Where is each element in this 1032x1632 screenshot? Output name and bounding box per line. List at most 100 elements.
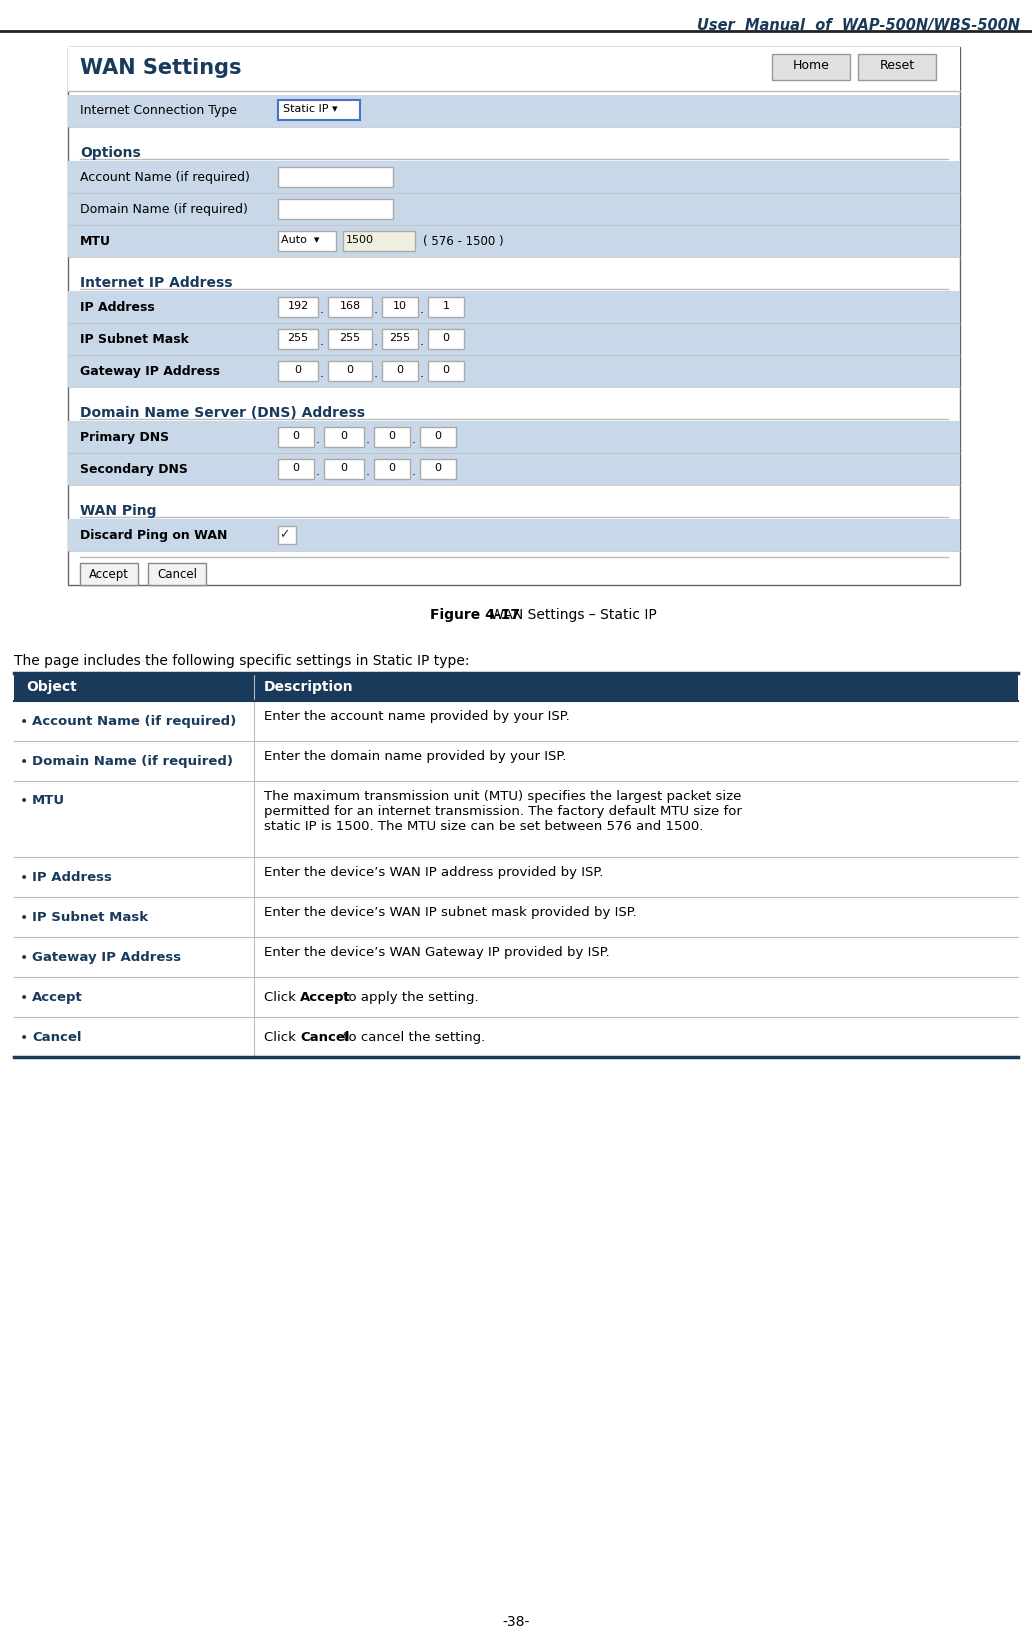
Bar: [278, 101, 360, 121]
Text: .: .: [316, 465, 320, 478]
Bar: [858, 55, 936, 82]
Text: 168: 168: [340, 300, 360, 310]
Text: 192: 192: [287, 300, 309, 310]
Text: .: .: [366, 465, 370, 478]
Bar: [374, 460, 410, 480]
Bar: [374, 428, 410, 447]
Text: .: .: [374, 367, 378, 380]
Bar: [68, 454, 960, 486]
Text: Object: Object: [26, 679, 76, 694]
Bar: [68, 421, 960, 454]
Text: .: .: [420, 304, 424, 317]
Bar: [343, 232, 415, 251]
Text: .: .: [320, 304, 324, 317]
Text: 0: 0: [341, 463, 348, 473]
Bar: [772, 55, 850, 82]
Text: 0: 0: [443, 333, 450, 343]
Text: •: •: [20, 1030, 28, 1044]
Text: Domain Name (if required): Domain Name (if required): [32, 754, 233, 767]
Text: 255: 255: [288, 333, 309, 343]
Text: Domain Name Server (DNS) Address: Domain Name Server (DNS) Address: [80, 406, 365, 419]
Text: Cancel: Cancel: [300, 1030, 350, 1043]
Text: 255: 255: [389, 333, 411, 343]
Text: .: .: [374, 335, 378, 348]
Text: .: .: [320, 367, 324, 380]
Text: Enter the device’s WAN Gateway IP provided by ISP.: Enter the device’s WAN Gateway IP provid…: [264, 945, 610, 958]
Bar: [68, 96, 960, 127]
Text: Gateway IP Address: Gateway IP Address: [80, 366, 220, 377]
Text: 0: 0: [341, 431, 348, 441]
Text: Options: Options: [80, 145, 140, 160]
Text: .: .: [420, 367, 424, 380]
Text: 0: 0: [388, 463, 395, 473]
Bar: [324, 428, 364, 447]
Text: Gateway IP Address: Gateway IP Address: [32, 950, 182, 963]
Bar: [278, 428, 314, 447]
Bar: [68, 47, 960, 586]
Text: •: •: [20, 754, 28, 769]
Bar: [14, 674, 1018, 702]
Bar: [382, 330, 418, 349]
Text: Click: Click: [264, 991, 300, 1004]
Text: 10: 10: [393, 300, 407, 310]
Text: •: •: [20, 911, 28, 924]
Text: static IP is 1500. The MTU size can be set between 576 and 1500.: static IP is 1500. The MTU size can be s…: [264, 819, 704, 832]
Bar: [14, 937, 1018, 978]
Text: IP Subnet Mask: IP Subnet Mask: [32, 911, 149, 924]
Bar: [14, 898, 1018, 937]
Text: 0: 0: [434, 431, 442, 441]
Bar: [428, 362, 464, 382]
Text: Primary DNS: Primary DNS: [80, 431, 169, 444]
Bar: [428, 297, 464, 318]
Text: •: •: [20, 991, 28, 1004]
Bar: [68, 47, 960, 91]
Text: .: .: [320, 335, 324, 348]
Text: WAN Settings – Static IP: WAN Settings – Static IP: [486, 607, 656, 622]
Text: 1500: 1500: [346, 235, 374, 245]
Text: The page includes the following specific settings in Static IP type:: The page includes the following specific…: [14, 653, 470, 667]
Bar: [278, 362, 318, 382]
Text: ✓: ✓: [279, 527, 290, 540]
Text: 0: 0: [396, 366, 404, 375]
Text: MTU: MTU: [80, 235, 111, 248]
Text: MTU: MTU: [32, 793, 65, 806]
Text: Accept: Accept: [89, 568, 129, 581]
Text: Account Name (if required): Account Name (if required): [32, 715, 236, 728]
Text: Figure 4-17: Figure 4-17: [430, 607, 520, 622]
Text: •: •: [20, 950, 28, 965]
Text: Reset: Reset: [879, 59, 914, 72]
Bar: [14, 978, 1018, 1017]
Text: Discard Ping on WAN: Discard Ping on WAN: [80, 529, 227, 542]
Text: Accept: Accept: [32, 991, 83, 1004]
Bar: [68, 519, 960, 552]
Text: WAN Ping: WAN Ping: [80, 504, 157, 517]
Text: 0: 0: [443, 366, 450, 375]
Text: IP Subnet Mask: IP Subnet Mask: [80, 333, 189, 346]
Text: 255: 255: [340, 333, 360, 343]
Text: .: .: [366, 432, 370, 446]
Text: Enter the account name provided by your ISP.: Enter the account name provided by your …: [264, 710, 570, 723]
Bar: [382, 362, 418, 382]
Text: Domain Name (if required): Domain Name (if required): [80, 202, 248, 215]
Bar: [328, 330, 372, 349]
Bar: [278, 460, 314, 480]
Bar: [14, 857, 1018, 898]
Bar: [14, 741, 1018, 782]
Text: •: •: [20, 793, 28, 808]
Bar: [148, 563, 206, 586]
Text: Internet IP Address: Internet IP Address: [80, 276, 232, 290]
Text: User  Manual  of  WAP-500N/WBS-500N: User Manual of WAP-500N/WBS-500N: [697, 18, 1020, 33]
Text: Click: Click: [264, 1030, 300, 1043]
Text: Enter the device’s WAN IP address provided by ISP.: Enter the device’s WAN IP address provid…: [264, 865, 604, 878]
Text: IP Address: IP Address: [32, 870, 111, 883]
Bar: [278, 527, 296, 545]
Text: 0: 0: [347, 366, 354, 375]
Text: to apply the setting.: to apply the setting.: [338, 991, 479, 1004]
Bar: [14, 782, 1018, 857]
Text: Enter the device’s WAN IP subnet mask provided by ISP.: Enter the device’s WAN IP subnet mask pr…: [264, 906, 637, 919]
Text: 1: 1: [443, 300, 450, 310]
Text: .: .: [412, 432, 416, 446]
Text: The maximum transmission unit (MTU) specifies the largest packet size: The maximum transmission unit (MTU) spec…: [264, 790, 741, 803]
Bar: [68, 194, 960, 225]
Bar: [68, 356, 960, 388]
